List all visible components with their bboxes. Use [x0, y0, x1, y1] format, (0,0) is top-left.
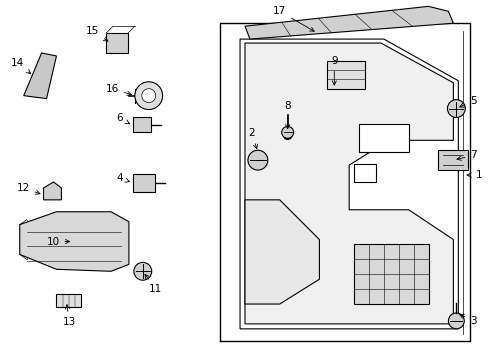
PathPatch shape [438, 150, 468, 170]
Bar [326, 61, 365, 89]
Circle shape [447, 100, 464, 117]
Text: 1: 1 [466, 170, 482, 180]
PathPatch shape [24, 53, 56, 99]
Circle shape [247, 150, 267, 170]
Circle shape [134, 262, 151, 280]
Circle shape [283, 131, 291, 139]
Text: 8: 8 [284, 100, 290, 129]
Text: 2: 2 [248, 128, 257, 149]
Text: 5: 5 [459, 96, 476, 107]
Bar [358, 125, 408, 152]
Text: 15: 15 [86, 26, 108, 41]
Circle shape [142, 89, 155, 103]
Circle shape [135, 82, 163, 109]
Text: 17: 17 [272, 6, 314, 31]
Bar [106, 33, 128, 53]
Circle shape [281, 126, 293, 138]
Text: 16: 16 [105, 84, 131, 95]
PathPatch shape [43, 182, 61, 200]
Circle shape [447, 313, 463, 329]
Text: 9: 9 [330, 56, 337, 85]
Bar [133, 117, 150, 132]
PathPatch shape [244, 43, 452, 324]
Text: 13: 13 [62, 305, 76, 327]
Text: 10: 10 [46, 237, 69, 247]
PathPatch shape [56, 294, 81, 307]
PathPatch shape [244, 200, 319, 304]
Bar [133, 174, 154, 192]
Bar [353, 164, 375, 182]
Text: 6: 6 [116, 113, 129, 124]
Text: 11: 11 [144, 274, 162, 294]
PathPatch shape [20, 212, 129, 271]
Bar [353, 244, 427, 304]
PathPatch shape [244, 6, 452, 39]
Text: 12: 12 [17, 183, 40, 194]
Text: 14: 14 [10, 58, 31, 73]
Text: 7: 7 [456, 150, 476, 160]
Text: 4: 4 [116, 173, 129, 183]
Text: 3: 3 [459, 314, 476, 326]
